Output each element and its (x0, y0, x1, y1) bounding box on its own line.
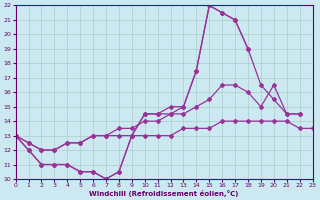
X-axis label: Windchill (Refroidissement éolien,°C): Windchill (Refroidissement éolien,°C) (89, 190, 239, 197)
